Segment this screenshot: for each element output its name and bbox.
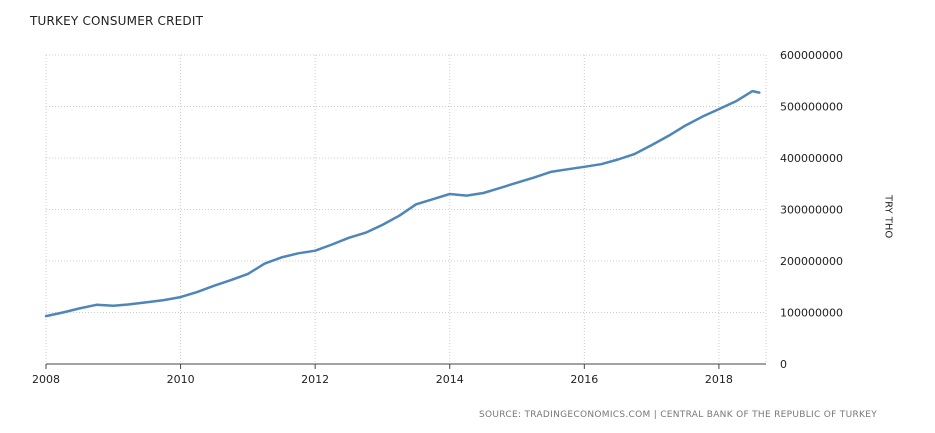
data-point [482, 192, 485, 194]
data-point [280, 256, 283, 259]
y-tick-label: 600000000 [780, 49, 843, 62]
y-tick-label: 500000000 [780, 101, 843, 114]
x-tick-label: 2018 [705, 373, 733, 386]
data-point [583, 165, 586, 168]
x-tick-label: 2010 [167, 373, 195, 386]
data-point [566, 168, 569, 171]
y-axis-unit-label: TRY THO [882, 195, 894, 239]
y-tick-label: 400000000 [780, 152, 843, 165]
data-point [230, 279, 232, 281]
data-point [667, 135, 670, 137]
data-point [95, 303, 98, 306]
data-point [734, 100, 737, 103]
x-tick-label: 2012 [301, 373, 329, 386]
data-point [348, 237, 350, 239]
data-point [179, 296, 182, 298]
data-point [650, 144, 653, 146]
data-point [549, 171, 552, 173]
data-point [314, 249, 316, 252]
data-point [718, 108, 720, 110]
data-point [701, 116, 703, 118]
data-point [465, 194, 468, 197]
series-layer [44, 89, 761, 318]
y-tick-label: 0 [780, 358, 787, 371]
data-point [633, 153, 636, 155]
x-axis [45, 363, 766, 369]
source-attribution: SOURCE: TRADINGECONOMICS.COM | CENTRAL B… [479, 410, 877, 420]
y-tick-labels: 0 100000000 200000000 300000000 400000000 500… [780, 49, 843, 371]
data-point [751, 90, 754, 92]
data-point [45, 315, 47, 317]
data-point [162, 299, 165, 301]
data-point [617, 158, 619, 161]
y-tick-label: 200000000 [780, 255, 843, 268]
data-point [146, 301, 148, 304]
x-tick-label: 2014 [436, 373, 464, 386]
data-point [129, 303, 131, 306]
data-point [448, 193, 451, 195]
data-point [78, 307, 81, 310]
data-point [297, 252, 300, 255]
data-point [415, 203, 417, 206]
data-point [684, 124, 687, 127]
data-point [600, 163, 602, 165]
data-point [499, 187, 502, 189]
y-tick-label: 100000000 [780, 307, 843, 320]
data-point [62, 311, 64, 314]
data-point [516, 181, 518, 184]
chart-title: TURKEY CONSUMER CREDIT [30, 14, 204, 28]
data-point [331, 243, 333, 246]
data-point [213, 284, 216, 287]
data-point [263, 262, 266, 265]
data-point [398, 214, 401, 217]
data-point [381, 224, 384, 226]
x-tick-label: 2008 [32, 373, 60, 386]
y-tick-label: 300000000 [780, 204, 843, 217]
x-tick-labels: 2008 2010 2012 2014 2016 2018 [32, 373, 733, 386]
data-point [196, 291, 199, 293]
data-point [112, 305, 115, 307]
series-line [44, 89, 761, 318]
x-tick-label: 2016 [570, 373, 598, 386]
data-point [247, 273, 249, 275]
grid-lines [45, 54, 767, 364]
data-point [533, 176, 535, 179]
data-point [364, 231, 367, 234]
data-point [758, 91, 761, 94]
data-point [432, 198, 434, 200]
